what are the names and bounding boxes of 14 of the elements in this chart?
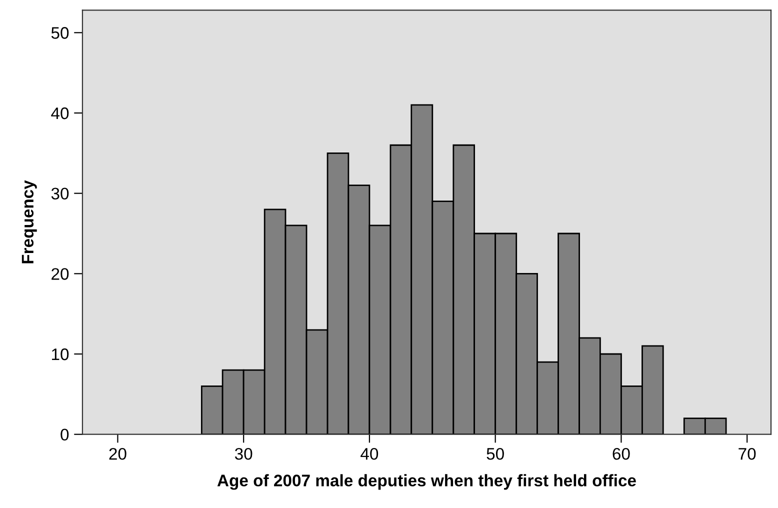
x-tick-label: 70 (738, 448, 756, 460)
x-axis-title: Age of 2007 male deputies when they first held office (217, 474, 636, 490)
y-tick-label: 40 (51, 107, 69, 120)
x-tick-label: 30 (234, 448, 252, 460)
y-tick-label: 20 (52, 268, 69, 280)
y-tick-label: 0 (60, 428, 69, 441)
y-tick-label: 10 (52, 348, 69, 360)
y-tick-label: 50 (51, 27, 69, 39)
x-tick-label: 20 (109, 448, 126, 460)
x-tick-label: 60 (612, 448, 630, 460)
y-axis-title: Frequency (22, 180, 37, 264)
x-tick-label: 40 (360, 448, 378, 460)
x-tick-label: 50 (486, 448, 504, 460)
y-tick-label: 30 (51, 188, 69, 200)
